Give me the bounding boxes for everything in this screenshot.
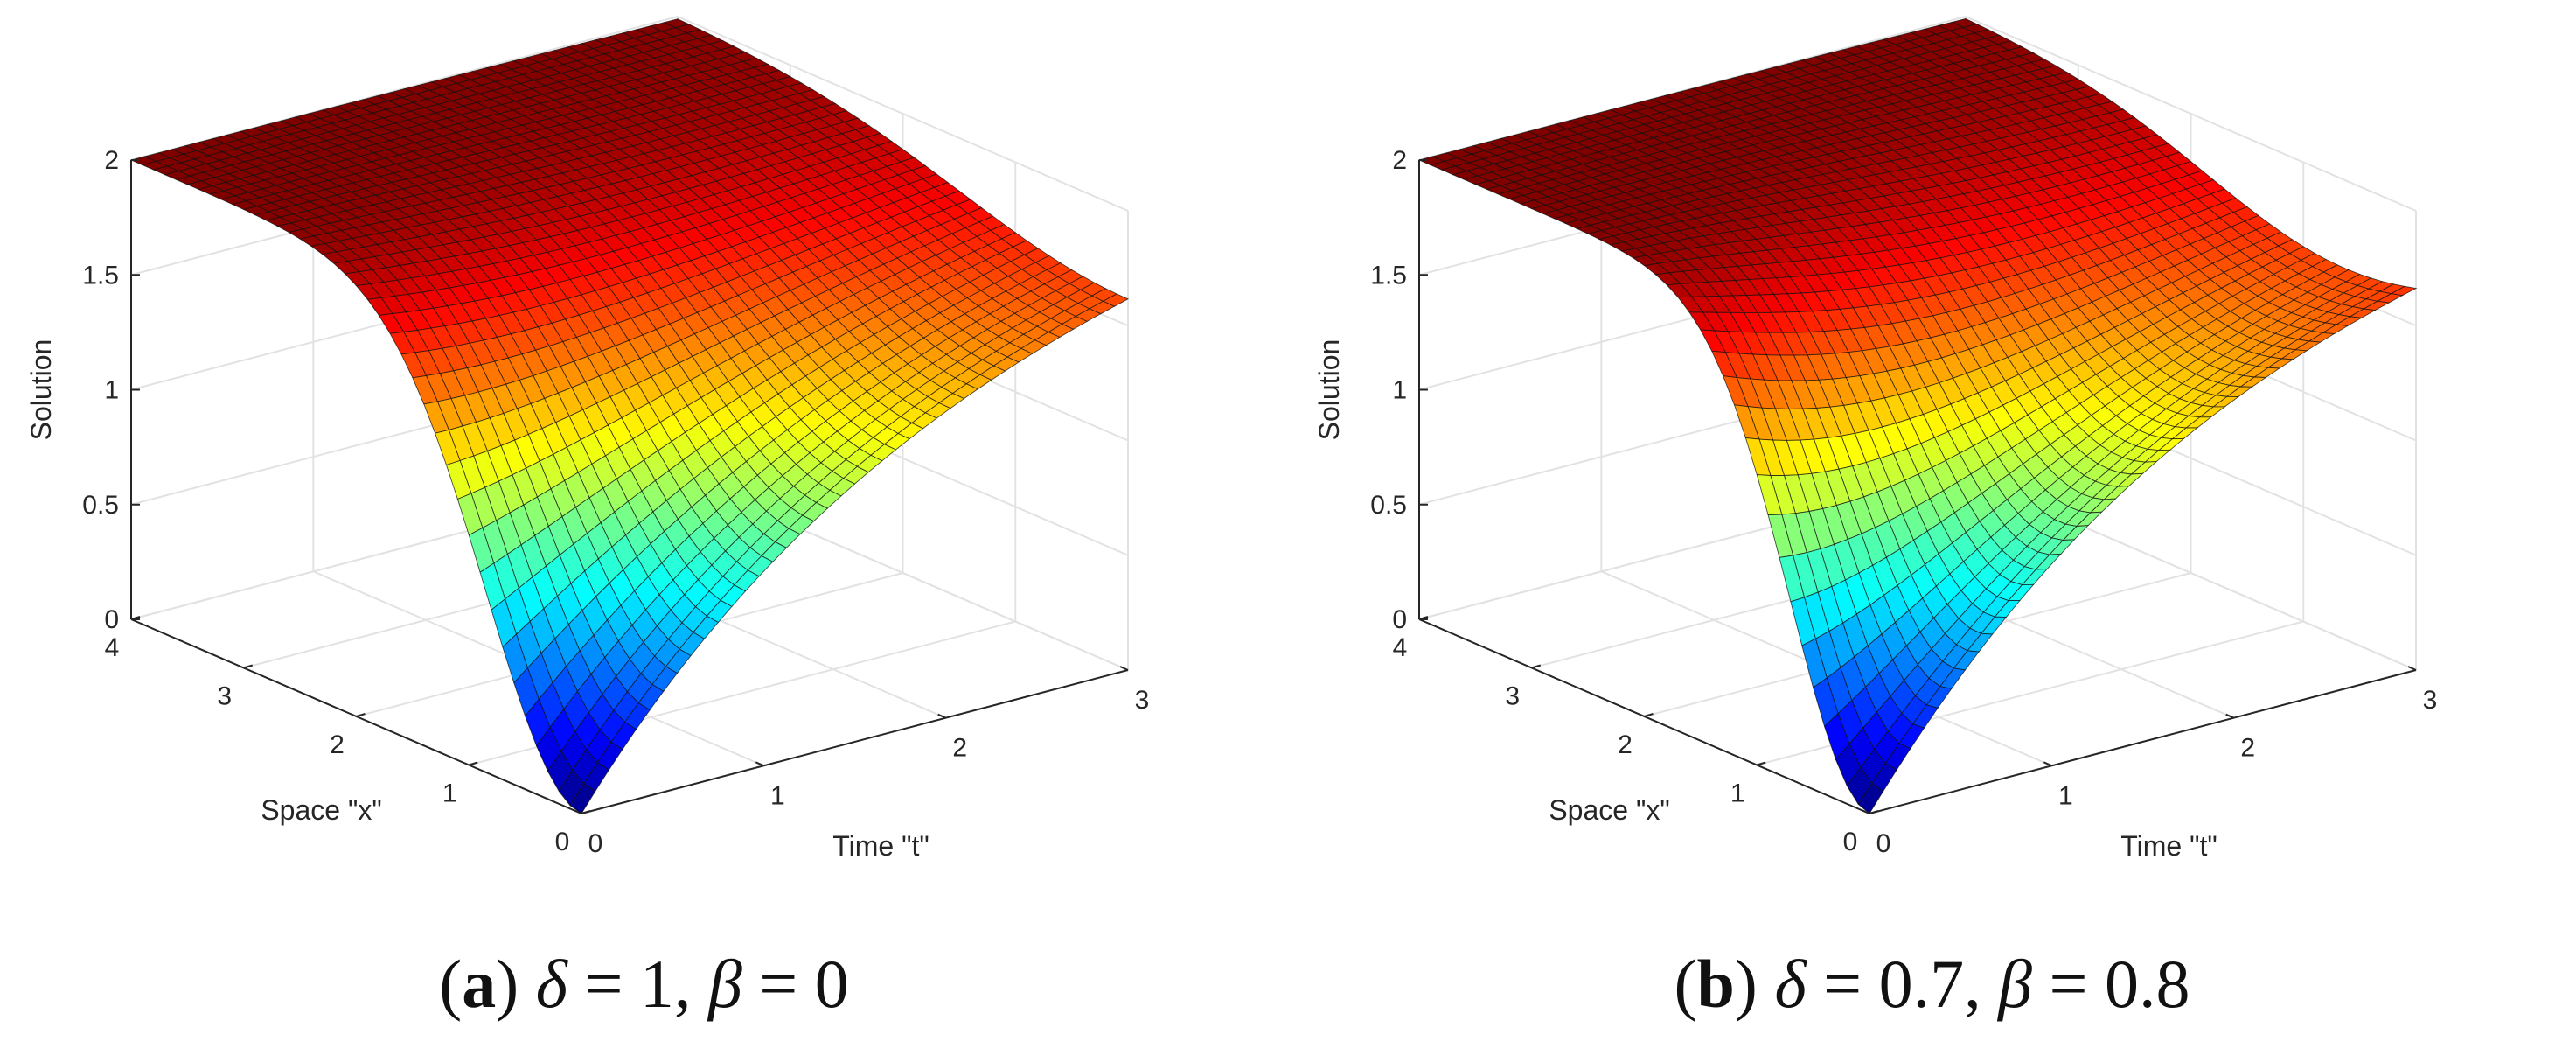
t-tick	[937, 713, 947, 719]
t-tick	[2407, 666, 2417, 671]
caption-delta-symbol: δ	[1774, 946, 1807, 1022]
x-tick	[581, 810, 591, 814]
caption-beta-symbol: β	[707, 946, 742, 1022]
surface-mesh	[129, 18, 1130, 814]
chart-panel-b: 0 1 2 3 4 0 1 2 3 0 0.5 1 1.5 2 Space "x" Time "t" Solut…	[1288, 0, 2576, 1055]
surface-patch	[1857, 783, 1884, 814]
z-tick-label: 1	[1392, 376, 1407, 405]
z-tick-label: 1	[104, 376, 119, 405]
t-axis-title: Time "t"	[2120, 830, 2217, 862]
x-tick	[1531, 664, 1542, 669]
z-tick-label: 1.5	[1370, 261, 1407, 290]
t-tick-label: 2	[2240, 734, 2255, 763]
t-tick	[1119, 666, 1129, 671]
surface-mesh	[1417, 18, 2418, 814]
caption-beta-value: = 0	[759, 946, 849, 1022]
t-axis-line	[581, 669, 1129, 814]
x-tick-label: 0	[555, 828, 570, 856]
z-tick-label: 2	[1392, 146, 1407, 175]
x-tick	[1644, 713, 1654, 717]
x-tick-label: 3	[217, 682, 232, 711]
t-tick	[1861, 809, 1870, 814]
caption-b: (b) δ = 0.7, β = 0.8	[1674, 946, 2190, 1022]
caption-beta-symbol: β	[1998, 946, 2032, 1022]
t-tick-label: 1	[2058, 781, 2073, 810]
surface-patch	[569, 783, 596, 814]
caption-label: a	[462, 946, 497, 1022]
x-tick-label: 1	[442, 779, 457, 808]
t-axis-line	[1869, 669, 2417, 814]
t-tick	[573, 809, 582, 814]
x-tick	[243, 664, 254, 669]
z-tick-label: 0	[104, 605, 119, 634]
z-tick-label: 0	[1392, 605, 1407, 634]
chart-panel-a: 0 1 2 3 4 0 1 2 3 0 0.5 1 1.5 2 Space "x" Time "t" Solut…	[25, 16, 1149, 1022]
x-tick-label: 4	[1393, 633, 1408, 662]
x-tick-label: 0	[1843, 828, 1858, 856]
caption-beta-value: = 0.8	[2049, 946, 2190, 1022]
caption-delta-value: = 0.7,	[1823, 946, 1981, 1022]
z-tick-label: 2	[104, 146, 119, 175]
x-axis-title: Space "x"	[1549, 794, 1669, 826]
t-tick-label: 3	[1135, 686, 1150, 715]
x-tick	[1756, 761, 1766, 766]
caption-a: (a) δ = 1, β = 0	[439, 946, 849, 1022]
t-tick-label: 1	[770, 781, 785, 810]
caption-delta-value: = 1,	[584, 946, 692, 1022]
t-tick	[2225, 713, 2235, 719]
x-tick-label: 1	[1730, 779, 1745, 808]
x-tick	[468, 761, 478, 766]
t-tick-label: 3	[2423, 686, 2438, 715]
z-axis-title: Solution	[25, 339, 57, 441]
z-tick-label: 0.5	[1370, 491, 1407, 520]
x-tick-label: 4	[105, 633, 120, 662]
z-tick-label: 0.5	[82, 491, 119, 520]
t-tick	[755, 761, 764, 767]
caption-label: b	[1696, 946, 1735, 1022]
x-tick-label: 2	[330, 730, 345, 759]
caption-delta-symbol: δ	[535, 946, 567, 1022]
x-axis-title: Space "x"	[261, 794, 381, 826]
t-tick-label: 2	[952, 734, 967, 763]
x-tick-label: 3	[1505, 682, 1520, 711]
t-tick	[2043, 761, 2052, 767]
z-axis-title: Solution	[1313, 339, 1345, 441]
t-tick-label: 0	[1876, 829, 1891, 858]
x-tick	[356, 713, 366, 717]
t-tick-label: 0	[588, 829, 603, 858]
z-tick-label: 1.5	[82, 261, 119, 290]
x-tick-label: 2	[1618, 730, 1633, 759]
t-axis-title: Time "t"	[832, 830, 929, 862]
x-tick	[1869, 810, 1879, 814]
